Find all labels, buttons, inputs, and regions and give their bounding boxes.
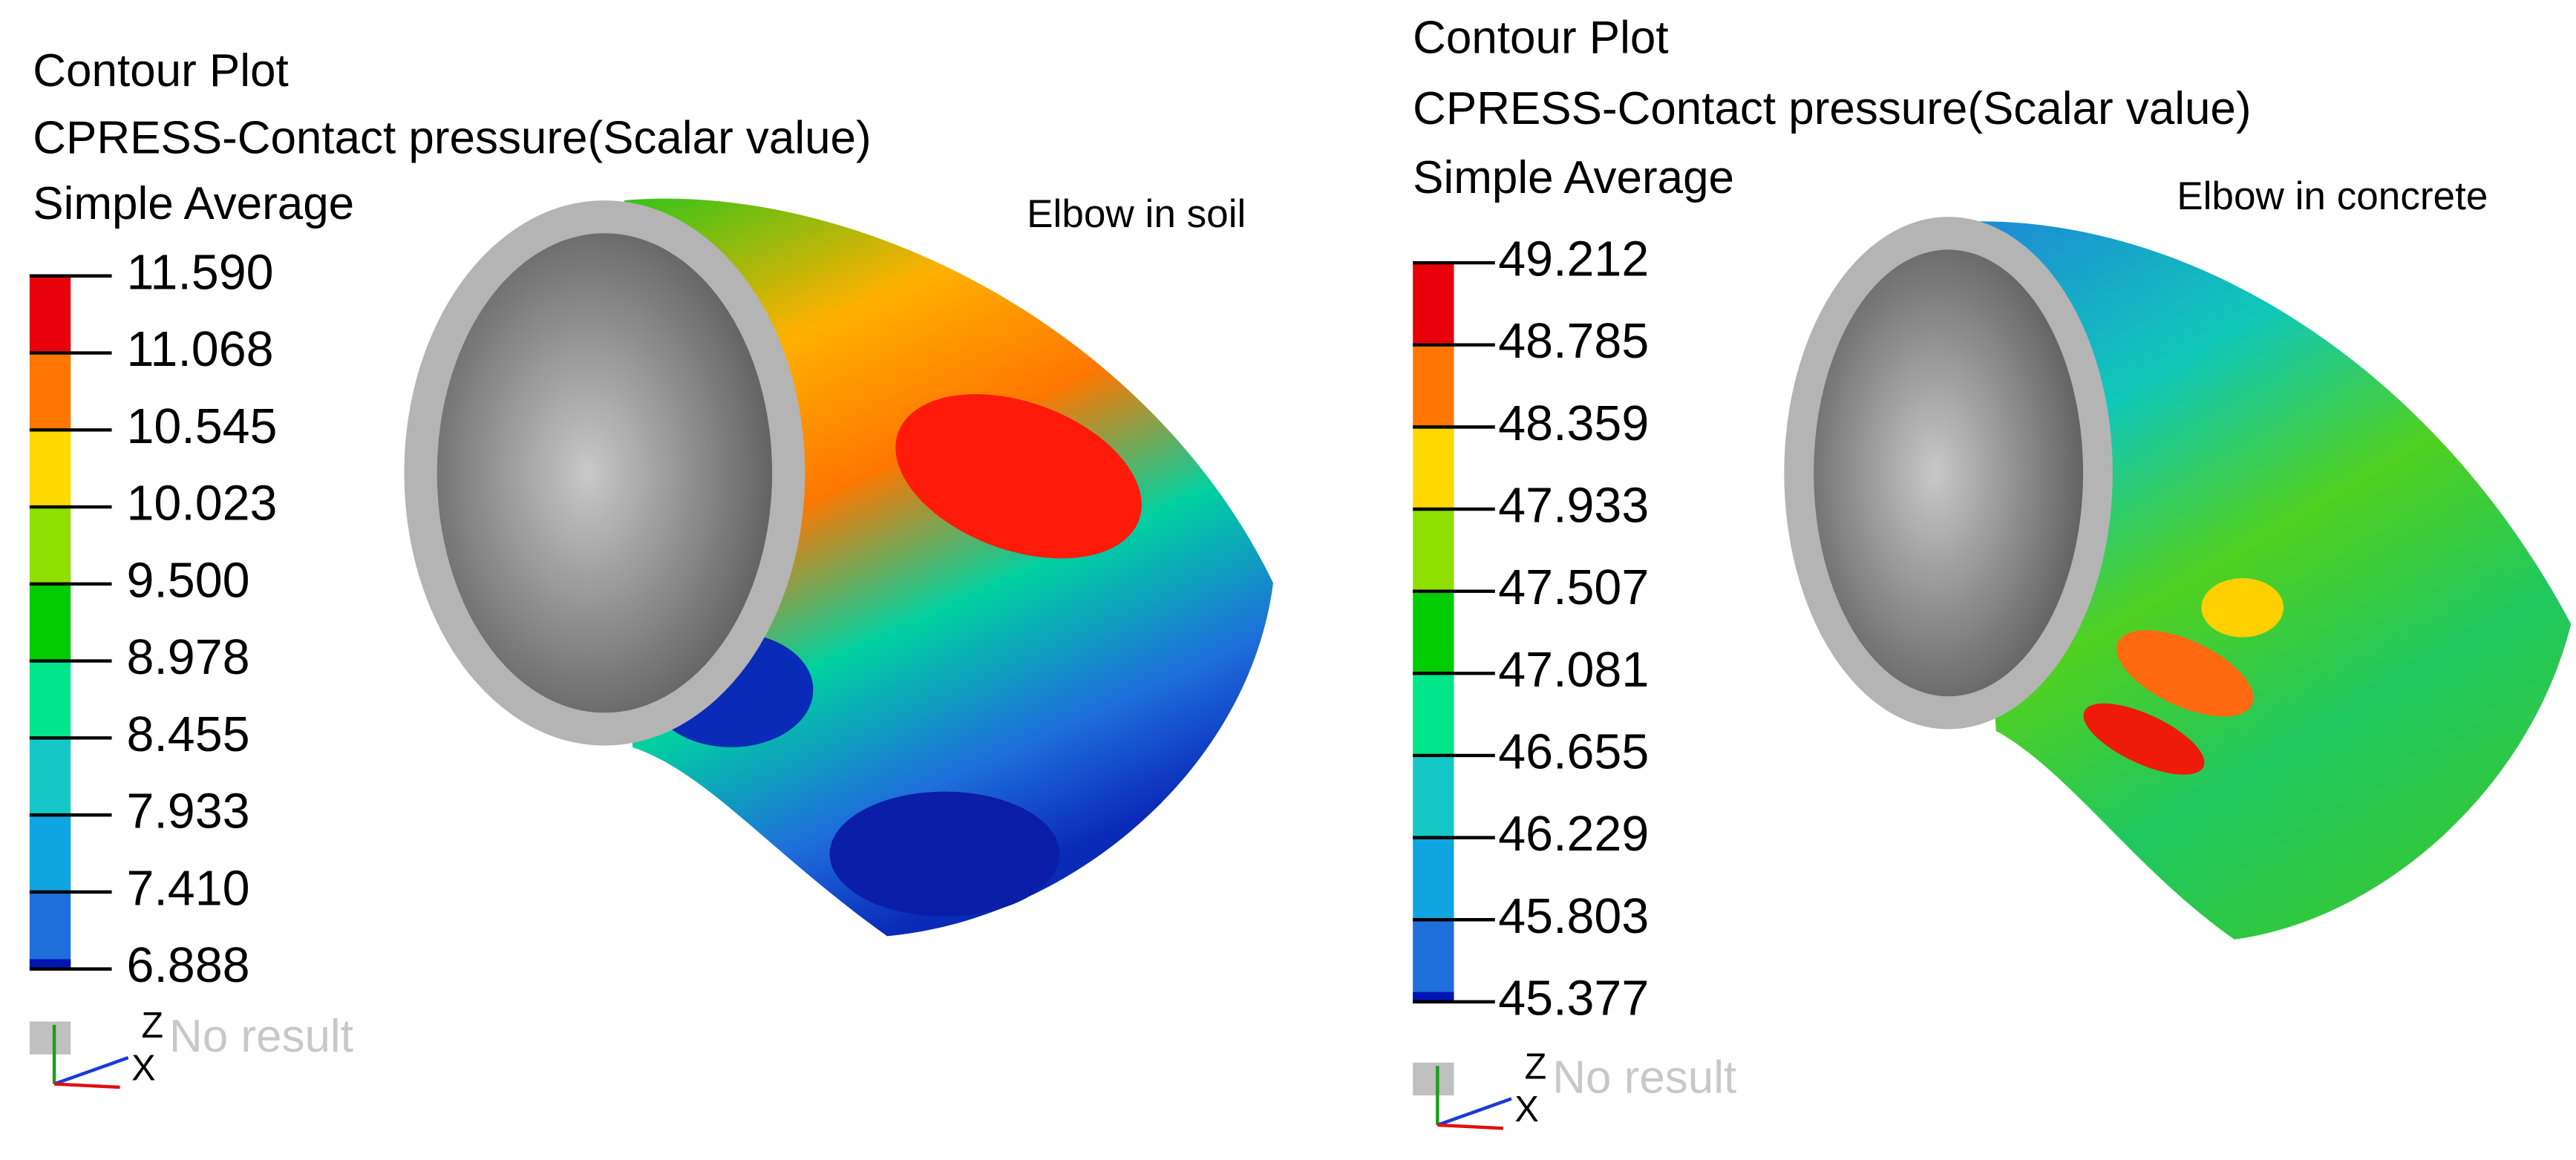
legend-band (1413, 509, 1454, 592)
elbow-concrete (1784, 217, 2572, 940)
legend-value: 11.590 (126, 245, 273, 300)
plot-title: Contour Plot (33, 45, 288, 96)
legend-value: 6.888 (126, 938, 249, 993)
legend-band (29, 275, 71, 353)
legend-band (1413, 920, 1454, 1002)
plot-title: CPRESS-Contact pressure(Scalar value) (33, 113, 871, 164)
legend-value: 8.978 (126, 630, 249, 685)
legend-band (29, 891, 71, 969)
legend-value: 46.655 (1498, 724, 1649, 779)
legend-value: 45.803 (1498, 889, 1649, 944)
legend-band (1413, 755, 1454, 838)
legend-band (1413, 427, 1454, 510)
plot-label: Elbow in soil (1027, 192, 1246, 236)
legend-value: 49.212 (1498, 232, 1649, 287)
axis-y (53, 1056, 129, 1086)
legend-value: 9.500 (126, 553, 249, 608)
axis-x-label: X (131, 1049, 155, 1089)
legend-band (1413, 344, 1454, 427)
legend-value: 7.410 (126, 861, 249, 916)
legend-band (29, 815, 71, 892)
legend-value: 47.081 (1498, 643, 1649, 698)
plot-title: Simple Average (33, 178, 354, 229)
axis-x (1437, 1123, 1504, 1130)
legend-band (1413, 673, 1454, 756)
legend-band (29, 959, 71, 969)
legend-value: 45.377 (1498, 971, 1649, 1026)
legend-value: 10.023 (126, 476, 277, 531)
legend-value: 10.545 (126, 399, 277, 454)
plot-title: Contour Plot (1413, 13, 1668, 64)
legend-value: 46.229 (1498, 807, 1649, 862)
legend-band (29, 430, 71, 508)
legend-value: 47.507 (1498, 560, 1649, 615)
legend-value: 48.359 (1498, 396, 1649, 451)
axis-x-label: X (1514, 1089, 1538, 1130)
legend-band (29, 507, 71, 584)
plot-title: Simple Average (1413, 152, 1734, 203)
plot-label: Elbow in concrete (2177, 174, 2488, 218)
elbow-soil (404, 198, 1274, 937)
legend-value: 48.785 (1498, 314, 1649, 369)
legend-value: 11.068 (126, 322, 273, 377)
legend-band (29, 738, 71, 816)
no-result-label: No result (1552, 1052, 1736, 1103)
legend-band (1413, 837, 1454, 920)
legend-band (1413, 591, 1454, 674)
plot-title: CPRESS-Contact pressure(Scalar value) (1413, 83, 2251, 134)
axis-z-label: Z (141, 1006, 163, 1046)
legend-band (29, 353, 71, 430)
legend-band (29, 583, 71, 661)
legend-band (1413, 263, 1454, 345)
axis-x (53, 1082, 120, 1089)
axis-z-label: Z (1525, 1046, 1547, 1087)
legend-value: 47.933 (1498, 479, 1649, 534)
legend-band (29, 661, 71, 738)
no-result-swatch (29, 1021, 71, 1055)
no-result-label: No result (169, 1011, 353, 1062)
legend-value: 8.455 (126, 707, 249, 762)
legend-band (1413, 992, 1454, 1002)
legend-value: 7.933 (126, 784, 249, 839)
no-result-swatch (1413, 1062, 1454, 1096)
axis-y (1436, 1097, 1512, 1127)
